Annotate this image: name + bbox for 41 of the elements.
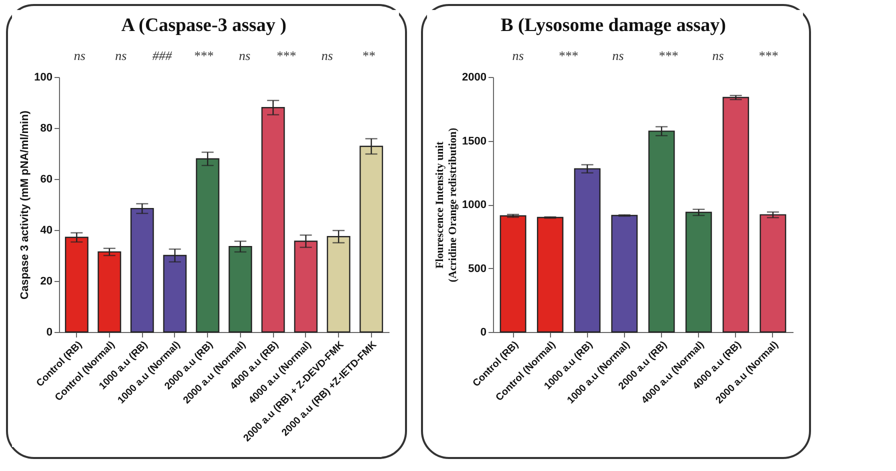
y-tick-label: 2000 xyxy=(462,72,486,84)
y-tick-label: 20 xyxy=(40,276,52,288)
bar xyxy=(64,236,88,333)
bar xyxy=(611,214,638,333)
text: ns xyxy=(238,48,250,63)
text: ns xyxy=(712,48,724,63)
bar xyxy=(536,216,564,333)
bar xyxy=(500,215,526,333)
text: *** xyxy=(276,48,296,63)
text: *** xyxy=(758,48,778,63)
text: ns xyxy=(115,48,127,63)
y-tick-label: 80 xyxy=(40,122,52,134)
text: *** xyxy=(558,48,578,63)
text: *** xyxy=(658,48,678,63)
text: ### xyxy=(152,48,172,63)
y-tick-label: 40 xyxy=(40,224,52,236)
bar xyxy=(760,214,786,333)
y-tick-label: 0 xyxy=(480,326,486,338)
text: ns xyxy=(512,48,524,63)
y-tick-label: 60 xyxy=(40,174,52,186)
text: ns xyxy=(321,48,333,63)
y-tick-label: 0 xyxy=(46,326,52,338)
y-tick-label: 1000 xyxy=(462,199,486,211)
bar xyxy=(98,251,122,333)
bar xyxy=(722,96,750,333)
text: ns xyxy=(74,48,86,63)
y-tick-label: 500 xyxy=(468,262,486,275)
bar xyxy=(685,212,712,333)
text: ns xyxy=(612,48,624,63)
y-tick-label: 1500 xyxy=(462,135,486,148)
bar xyxy=(648,130,675,333)
text: *** xyxy=(194,48,214,63)
bar xyxy=(574,168,601,333)
bar xyxy=(130,208,154,333)
text: ** xyxy=(362,48,376,63)
y-axis-title: Flourescence Intensity unit (Acridine Orange redistribution) xyxy=(434,127,460,282)
y-tick-label: 100 xyxy=(34,72,52,84)
chart-title: B (Lysosome damage assay) xyxy=(500,15,726,36)
bar xyxy=(228,246,252,333)
y-axis-title: Caspase 3 activity (mM pNA/ml/min) xyxy=(19,110,32,300)
chart-title: A (Caspase-3 assay ) xyxy=(121,15,286,36)
